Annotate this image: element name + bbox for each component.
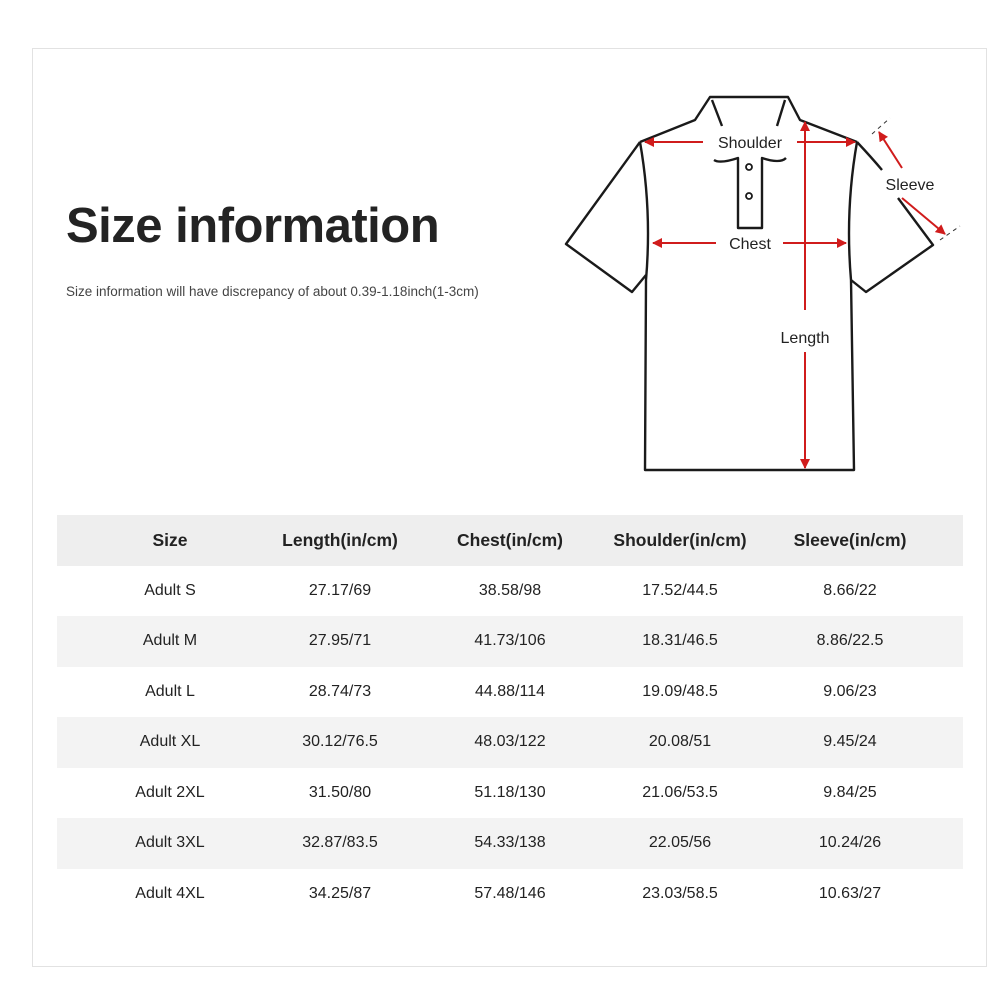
cell-shoulder: 23.03/58.5 (642, 884, 718, 902)
cell-sleeve: 10.63/27 (818, 884, 882, 902)
polo-shirt-diagram: Shoulder Sleeve Chest Length (564, 95, 961, 472)
cell-chest: 41.73/106 (474, 632, 546, 650)
cell-size: Adult 3XL (135, 834, 205, 852)
header-length: Length(in/cm) (282, 529, 398, 550)
shoulder-label: Shoulder (718, 135, 783, 152)
cell-sleeve: 9.06/23 (823, 682, 877, 700)
cell-sleeve: 8.66/22 (823, 581, 877, 599)
cell-size: Adult XL (139, 733, 201, 751)
cell-size: Adult M (142, 632, 198, 650)
cell-shoulder: 19.09/48.5 (642, 682, 718, 700)
cell-size: Adult L (145, 682, 195, 700)
cell-length: 27.17/69 (308, 581, 372, 599)
size-table: Size Length(in/cm) Chest(in/cm) Shoulder… (57, 515, 963, 919)
cell-shoulder: 21.06/53.5 (642, 783, 718, 801)
table-row: Adult XL 30.12/76.5 48.03/122 20.08/51 9… (57, 717, 963, 768)
chest-label: Chest (729, 236, 771, 253)
measurement-arrows (644, 121, 946, 469)
cell-chest: 48.03/122 (474, 733, 546, 751)
cell-length: 31.50/80 (308, 783, 372, 801)
sleeve-arrow-bottom (901, 197, 946, 235)
table-row: Adult 4XL 34.25/87 57.48/146 23.03/58.5 … (57, 869, 963, 920)
size-info-card (32, 48, 987, 967)
page-title: Size information (66, 199, 440, 253)
cell-size: Adult 4XL (135, 884, 205, 902)
header-sleeve: Sleeve(in/cm) (793, 529, 907, 550)
cell-size: Adult S (144, 581, 196, 599)
cell-chest: 51.18/130 (474, 783, 546, 801)
cell-chest: 44.88/114 (475, 682, 545, 700)
cell-length: 34.25/87 (308, 884, 372, 902)
cell-size: Adult 2XL (135, 783, 205, 801)
cell-shoulder: 18.31/46.5 (642, 632, 718, 650)
cell-sleeve: 9.84/25 (823, 783, 877, 801)
header-size: Size (152, 529, 188, 550)
cell-shoulder: 20.08/51 (648, 733, 712, 751)
table-row: Adult S 27.17/69 38.58/98 17.52/44.5 8.6… (57, 566, 963, 617)
sleeve-label: Sleeve (886, 177, 935, 194)
header-chest: Chest(in/cm) (457, 529, 563, 550)
cell-chest: 54.33/138 (474, 834, 546, 852)
cell-shoulder: 22.05/56 (648, 834, 712, 852)
cell-sleeve: 9.45/24 (823, 733, 877, 751)
header-shoulder: Shoulder(in/cm) (613, 529, 747, 550)
cell-sleeve: 10.24/26 (818, 834, 882, 852)
cell-shoulder: 17.52/44.5 (642, 581, 718, 599)
cell-length: 28.74/73 (308, 682, 372, 700)
discrepancy-note: Size information will have discrepancy o… (66, 284, 479, 299)
cell-chest: 57.48/146 (474, 884, 546, 902)
table-row: Adult 3XL 32.87/83.5 54.33/138 22.05/56 … (57, 818, 963, 869)
table-row: Adult M 27.95/71 41.73/106 18.31/46.5 8.… (57, 616, 963, 667)
cell-chest: 38.58/98 (478, 581, 542, 599)
cell-length: 27.95/71 (308, 632, 372, 650)
sleeve-arrow-top (878, 131, 903, 169)
length-label: Length (781, 330, 830, 347)
table-row: Adult 2XL 31.50/80 51.18/130 21.06/53.5 … (57, 768, 963, 819)
cell-sleeve: 8.86/22.5 (816, 632, 884, 650)
cell-length: 30.12/76.5 (302, 733, 378, 751)
cell-length: 32.87/83.5 (302, 834, 378, 852)
table-row: Adult L 28.74/73 44.88/114 19.09/48.5 9.… (57, 667, 963, 718)
table-header: Size Length(in/cm) Chest(in/cm) Shoulder… (57, 515, 963, 566)
shirt-outline (564, 95, 935, 472)
